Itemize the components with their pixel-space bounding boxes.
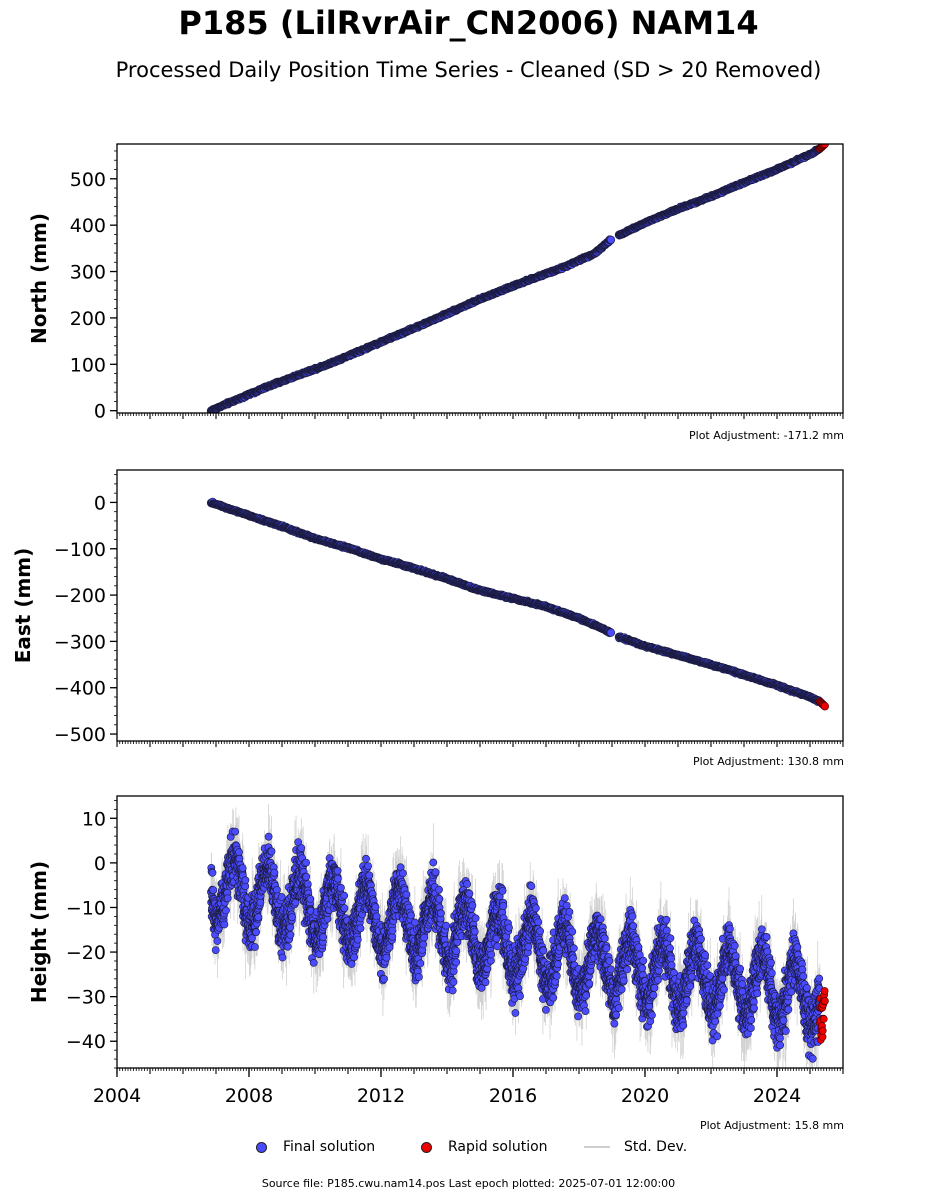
- final-point: [606, 235, 616, 244]
- y-axis-label: East (mm): [11, 548, 35, 664]
- panel-2: 2004 2008 2012 2016 2020 2024100−10−20−30−40H…: [27, 795, 844, 1107]
- panel-0: 0 100 200 300 400 500 North (mm): [27, 143, 844, 423]
- rapid-solution-series-1: [815, 697, 830, 711]
- y-tick-label: 300: [70, 262, 106, 284]
- y-tick-label: 400: [70, 215, 106, 237]
- final-solution-series-1: [206, 497, 824, 706]
- y-tick-label: 0: [94, 401, 106, 423]
- rapid-solution-series-0: [815, 144, 829, 153]
- rapid-point: [820, 144, 829, 149]
- y-tick-label: −200: [54, 585, 106, 607]
- final-solution-series-0: [206, 144, 824, 413]
- y-axis-label: North (mm): [27, 213, 51, 344]
- page-subtitle: Processed Daily Position Time Series - C…: [115, 58, 822, 82]
- y-tick-label: −300: [54, 631, 106, 653]
- y-tick-label: −400: [54, 678, 106, 700]
- page-title: P185 (LilRvrAir_CN2006) NAM14: [178, 4, 759, 42]
- y-tick-label: 500: [70, 169, 106, 191]
- rapid-point: [820, 702, 830, 711]
- y-tick-label: 100: [70, 354, 106, 376]
- y-tick-label: 0: [94, 492, 106, 514]
- y-tick-label: −100: [54, 539, 106, 561]
- final-point: [606, 628, 616, 637]
- y-tick-label: −500: [54, 724, 106, 746]
- panel-1: 0 −100 −200 −300 −400 −500 East (mm): [11, 469, 844, 747]
- y-tick-label: 200: [70, 308, 106, 330]
